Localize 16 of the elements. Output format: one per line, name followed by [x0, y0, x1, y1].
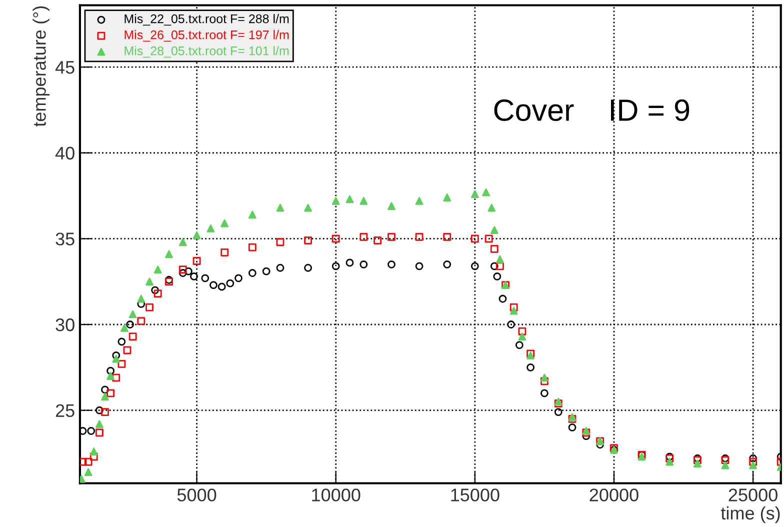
legend-label: Mis_28_05.txt.root F= 101 l/m [124, 46, 289, 58]
annotation: Cover ID = 9 [494, 99, 690, 122]
legend-label: Mis_26_05.txt.root F= 197 l/m [124, 30, 289, 42]
y-tick-label: 30 [56, 318, 74, 332]
x-axis-title: time (s) [720, 506, 780, 524]
y-tick-label: 25 [56, 404, 74, 418]
x-tick-label: 5000 [177, 488, 216, 502]
x-tick-label: 25000 [728, 488, 778, 502]
y-tick-label: 45 [55, 61, 74, 74]
y-tick-label: 35 [56, 232, 74, 246]
y-tick-label: 40 [55, 146, 74, 160]
x-tick-label: 10000 [312, 488, 360, 502]
x-tick-label: 15000 [451, 488, 500, 502]
y-axis-title: temperature (°) [32, 6, 50, 127]
legend-label: Mis_22_05.txt.root F= 288 l/m [124, 14, 289, 26]
x-tick-label: 20000 [590, 488, 638, 502]
